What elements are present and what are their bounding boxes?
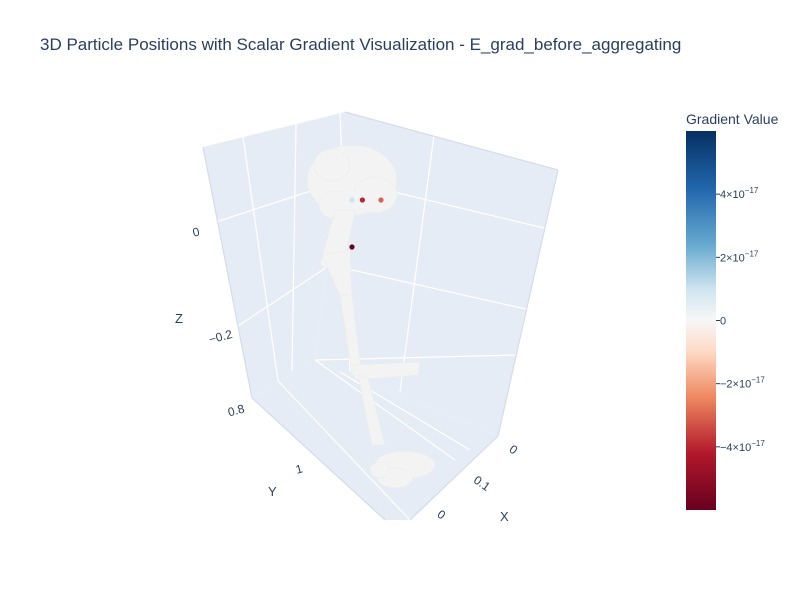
particle-cloud <box>306 144 436 489</box>
pane-edges <box>202 111 559 521</box>
colorbar-ticks: 4×10−17 2×10−17 0 −2×10−17 −4×10−17 <box>716 186 765 454</box>
data-point <box>359 197 365 203</box>
chart-title: 3D Particle Positions with Scalar Gradie… <box>40 35 682 54</box>
y-tick-label: 1 <box>294 461 304 476</box>
data-point <box>378 197 384 203</box>
colorbar: Gradient Value 4×10−17 2×10−17 0 −2×10−17 −4… <box>686 111 779 510</box>
x-tick-label: 0 <box>435 507 449 522</box>
y-tick-label: 0.8 <box>226 401 246 419</box>
colorbar-gradient <box>686 131 716 510</box>
colorbar-tick-label: 2×10−17 <box>720 249 759 264</box>
x-tick-label: 0 <box>507 442 521 457</box>
y-axis-title: Y <box>268 484 277 499</box>
x-tick-label: 0.1 <box>471 473 493 494</box>
data-point <box>349 244 355 250</box>
x-axis-title: X <box>500 509 509 524</box>
data-point <box>349 197 355 203</box>
y-axis: 0.8 1 Y <box>226 401 304 499</box>
colorbar-tick-label: −4×10−17 <box>720 439 765 454</box>
z-tick-label: −0.2 <box>207 327 234 347</box>
colorbar-title: Gradient Value <box>686 111 779 127</box>
z-axis: 0 −0.2 Z <box>175 224 234 346</box>
highlighted-points <box>349 197 384 250</box>
colorbar-tick-label: 4×10−17 <box>720 186 759 201</box>
z-axis-title: Z <box>175 311 183 326</box>
colorbar-tick-label: −2×10−17 <box>720 376 765 391</box>
z-tick-label: 0 <box>191 224 201 239</box>
colorbar-tick-label: 0 <box>720 316 726 328</box>
